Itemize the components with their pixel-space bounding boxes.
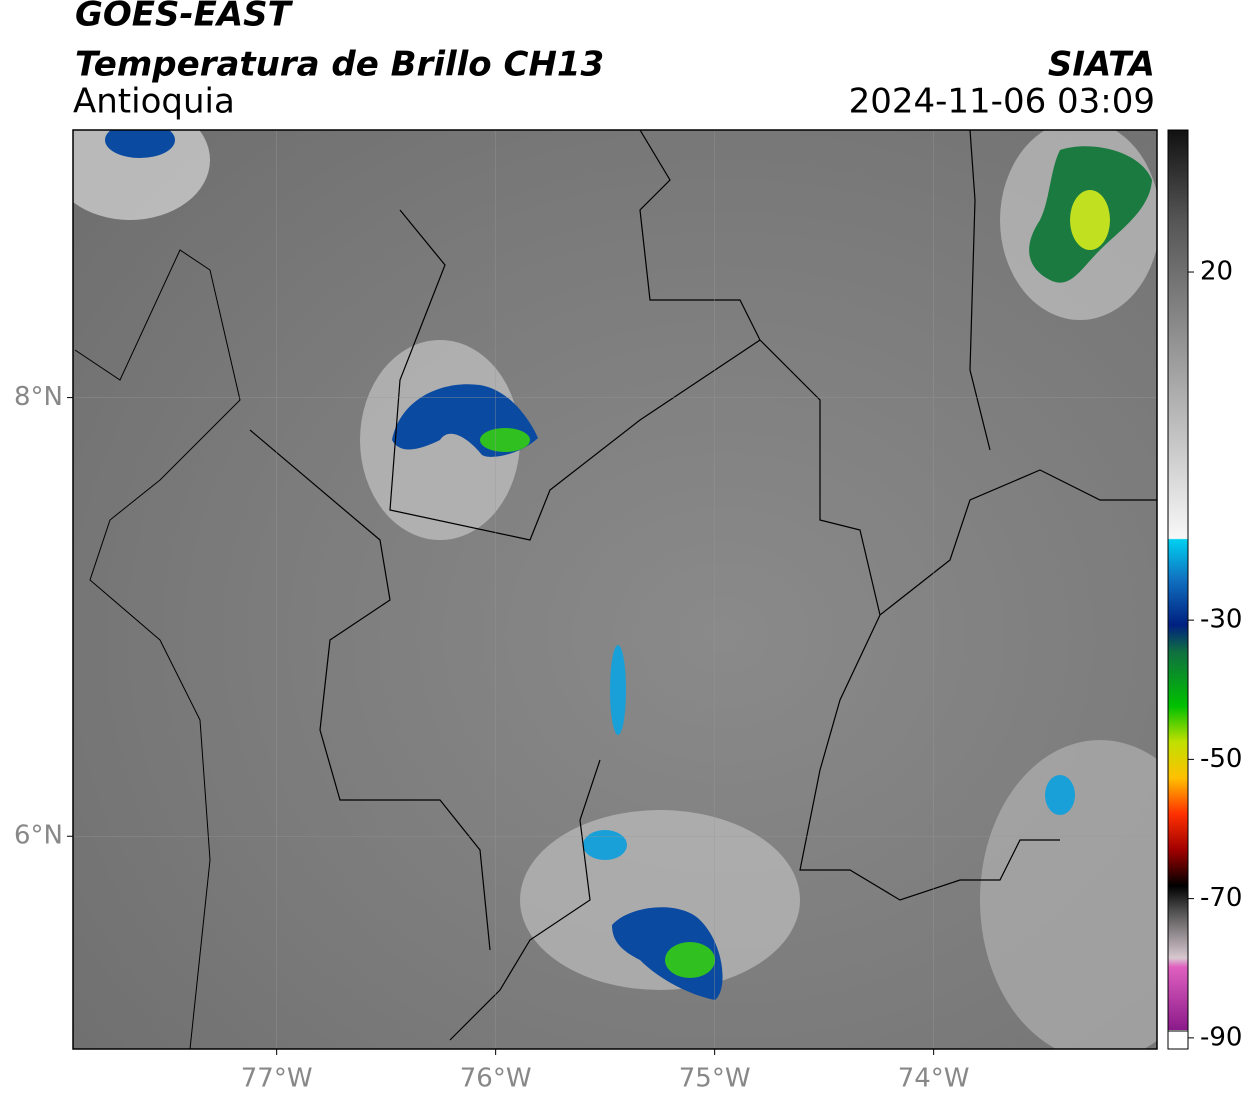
boundary — [249, 130, 1157, 1041]
x-tick-label: 77°W — [241, 1064, 313, 1094]
cold-cloud — [480, 428, 530, 452]
cold-cloud — [665, 942, 715, 978]
colorbar-tick-label: -50 — [1200, 744, 1242, 774]
colorbar-tick-label: -70 — [1200, 883, 1242, 913]
colorbar-tick-label: -30 — [1200, 605, 1242, 635]
map-image — [73, 130, 1157, 1049]
map-frame — [72, 129, 1158, 1050]
timestamp: 2024-11-06 03:09 — [849, 82, 1155, 122]
x-tick-label: 75°W — [679, 1064, 751, 1094]
cold-cloud — [583, 830, 627, 860]
cold-cloud — [1045, 775, 1075, 815]
source: SIATA — [1048, 45, 1155, 85]
cold-cloud — [105, 130, 175, 158]
x-tick-label: 76°W — [460, 1064, 532, 1094]
colorbar-tick-label: 20 — [1200, 257, 1233, 287]
cloud — [980, 740, 1157, 1049]
colorbar — [1168, 130, 1188, 1030]
region: Antioquia — [73, 82, 235, 122]
colorbar-frame — [1167, 129, 1189, 1050]
cold-cloud — [610, 645, 626, 735]
grid — [73, 130, 1157, 1049]
coastline — [74, 249, 241, 1049]
y-tick-label: 6°N — [14, 821, 63, 851]
colorbar-tick-label: -90 — [1200, 1022, 1242, 1052]
cloud — [73, 130, 210, 220]
cold-cloud — [1070, 190, 1110, 250]
y-tick-label: 8°N — [14, 382, 63, 412]
title: GOES-EAST — [75, 0, 294, 35]
subtitle: Temperatura de Brillo CH13 — [75, 45, 604, 85]
x-tick-label: 74°W — [898, 1064, 970, 1094]
colorbar-under — [1167, 1030, 1189, 1050]
